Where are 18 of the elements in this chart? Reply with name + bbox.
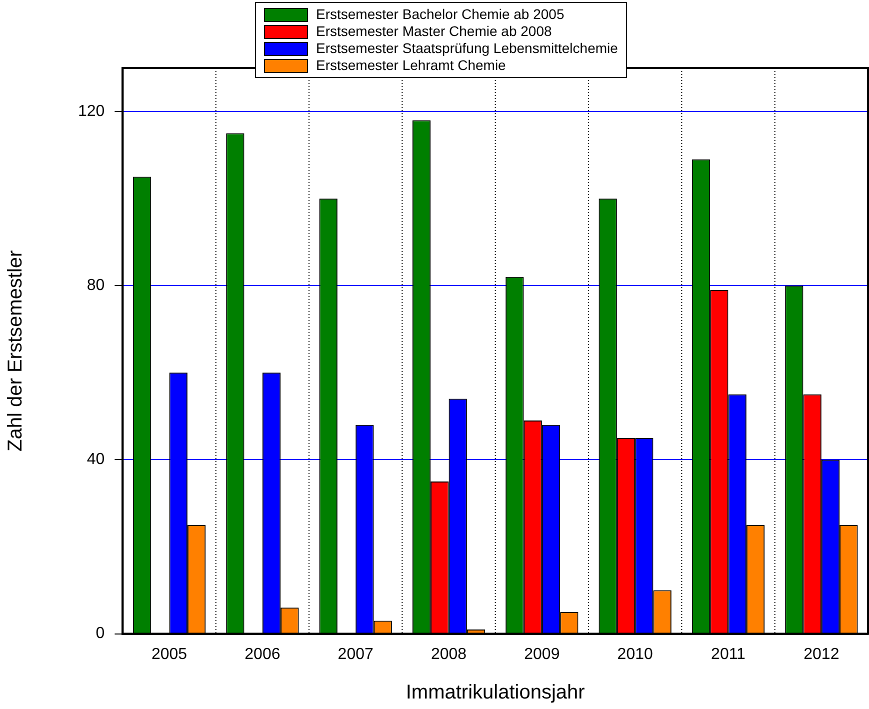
y-tick-label: 80	[86, 277, 105, 294]
x-tick-label: 2012	[804, 646, 840, 663]
x-tick-label: 2009	[524, 646, 560, 663]
y-tick-label: 0	[96, 625, 105, 642]
legend-label: Erstsemester Lehramt Chemie	[316, 57, 506, 74]
x-tick-label: 2006	[244, 646, 280, 663]
y-axis-title: Zahl der Erstsemestler	[4, 250, 27, 452]
x-tick-label: 2011	[711, 646, 746, 663]
x-tick-label: 2007	[338, 646, 374, 663]
y-tick-label: 120	[78, 102, 105, 120]
y-tick-label: 40	[86, 451, 105, 468]
x-tick-label: 2008	[430, 646, 467, 663]
legend-label: Erstsemester Bachelor Chemie ab 2005	[316, 6, 564, 23]
x-tick-label: 2010	[617, 646, 653, 663]
legend-label: Erstsemester Staatsprüfung Lebensmittelchemie	[316, 40, 618, 57]
x-tick-label: 2005	[151, 646, 188, 663]
x-axis-title: Immatrikulationsjahr	[406, 682, 586, 704]
legend-label: Erstsemester Master Chemie ab 2008	[316, 23, 552, 40]
